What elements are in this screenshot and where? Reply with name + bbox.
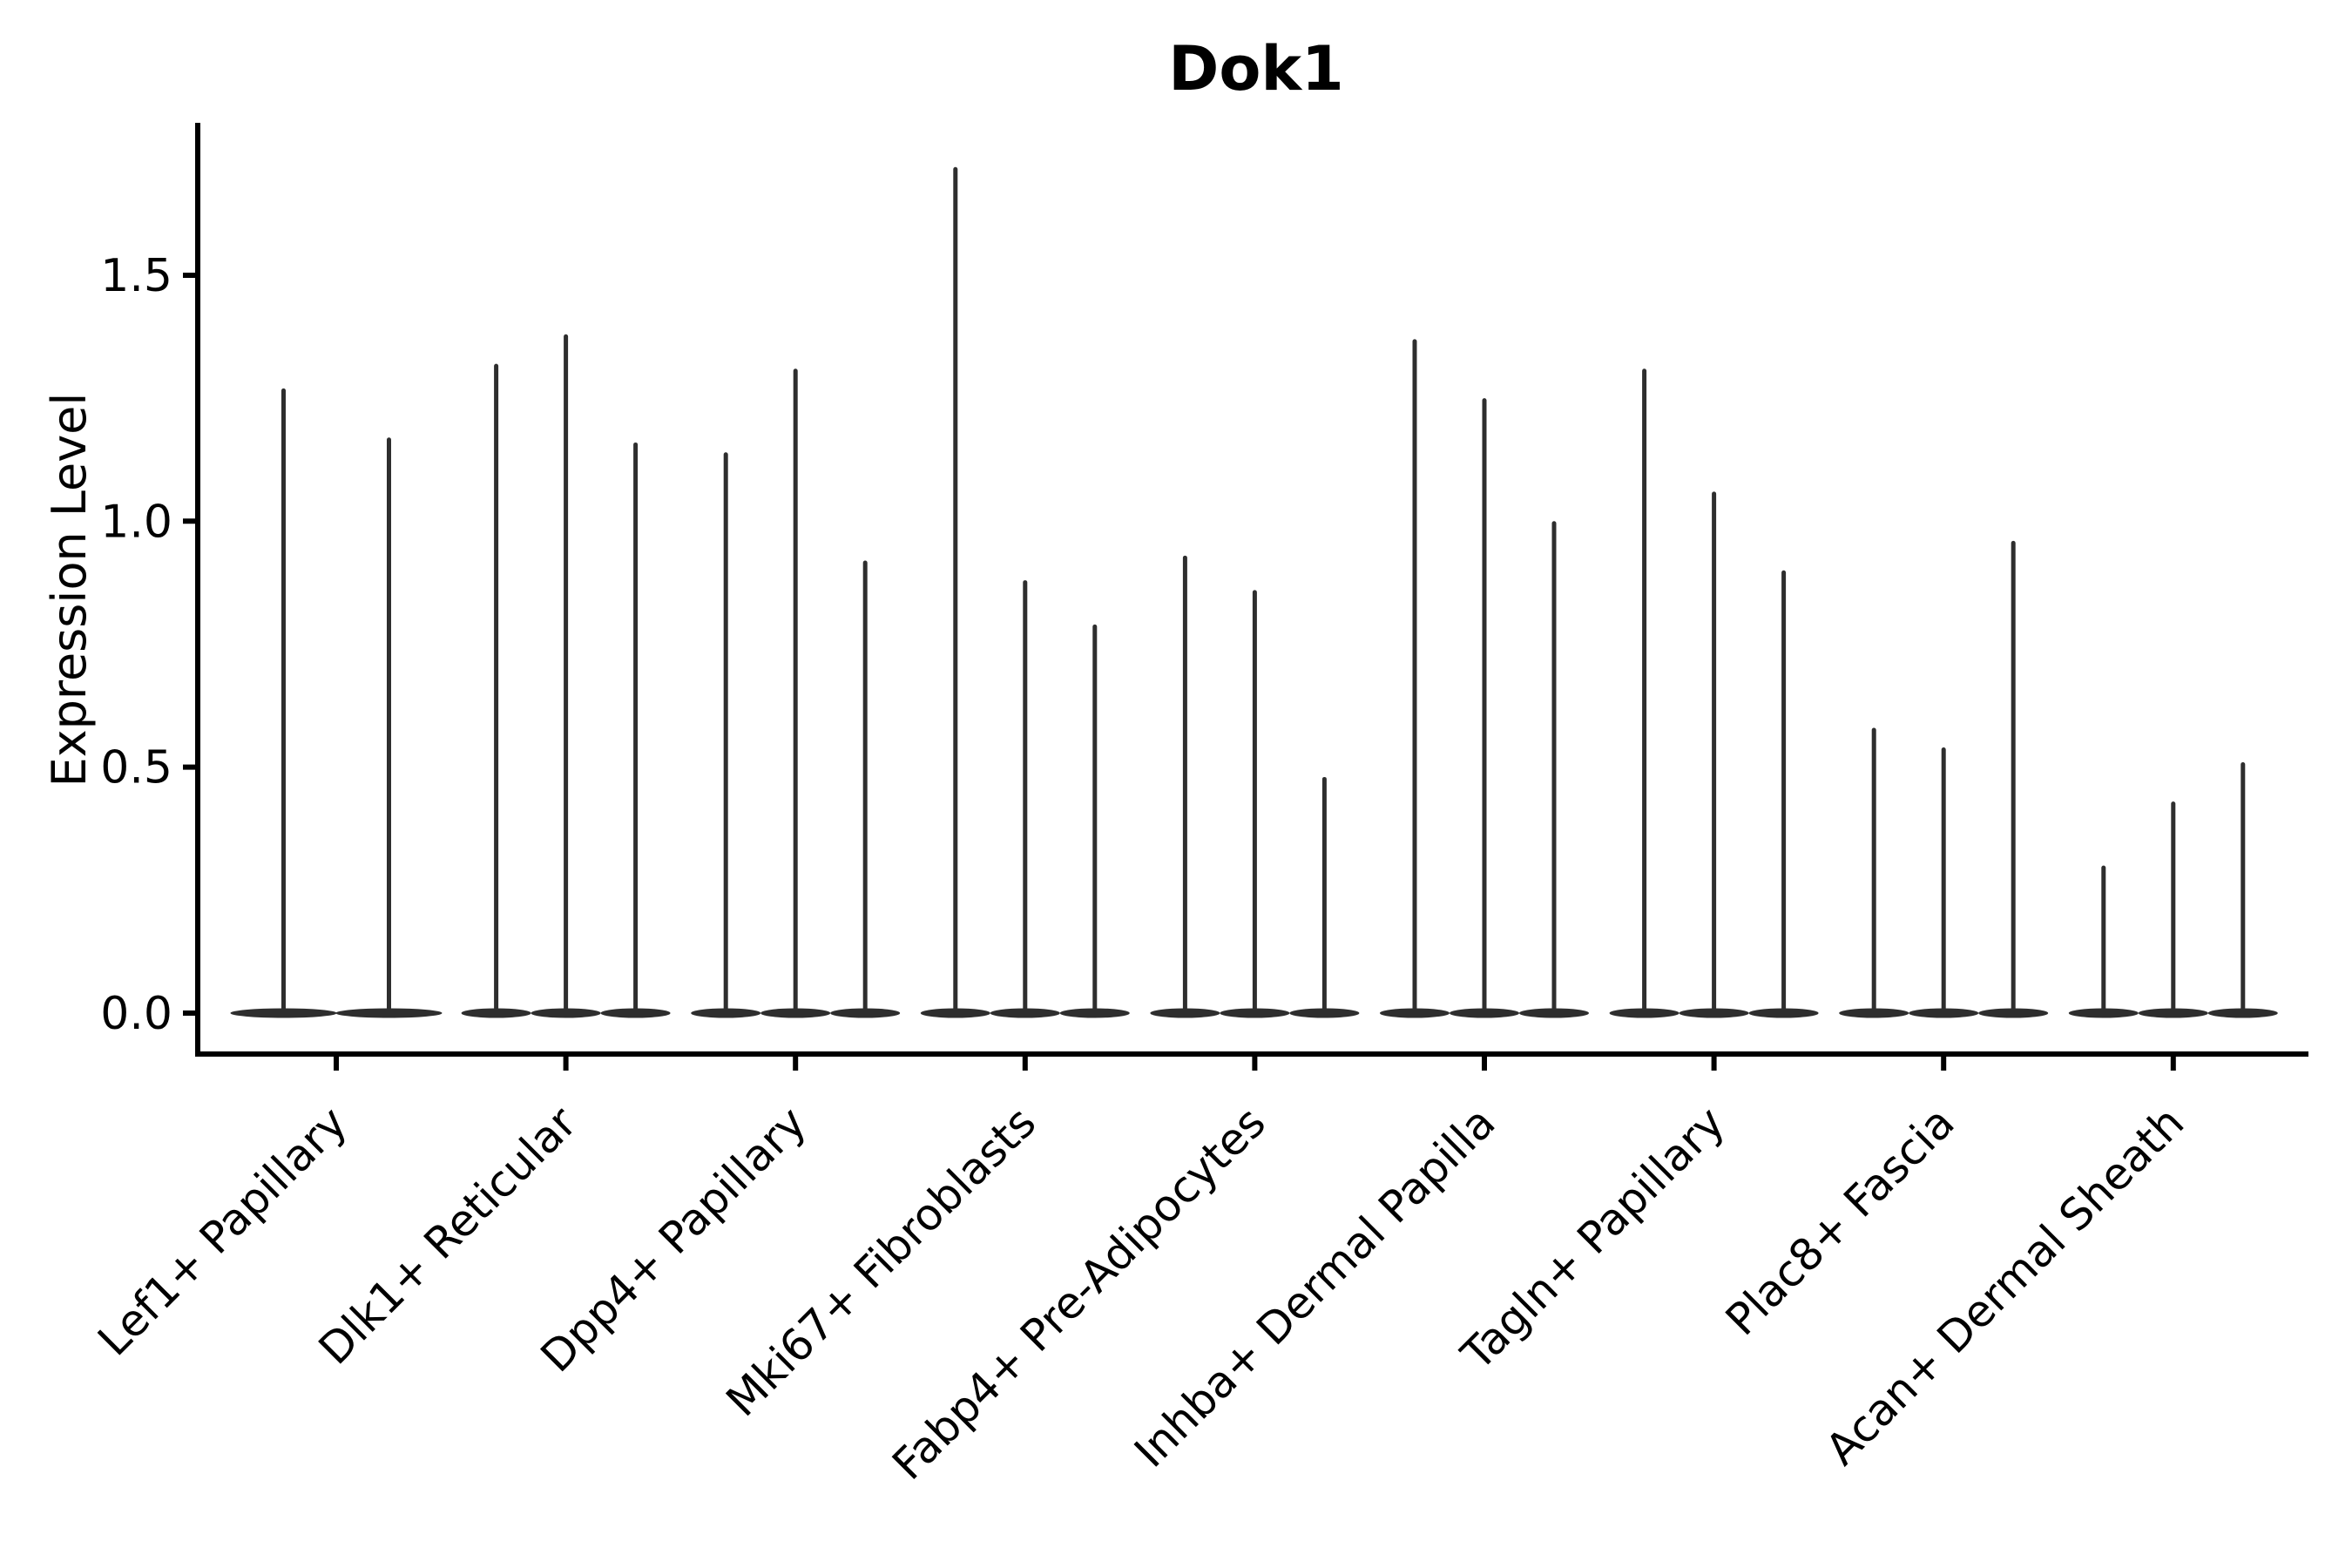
y-tick-label: 1.0 <box>100 496 172 548</box>
chart-title: Dok1 <box>1168 33 1343 105</box>
y-tick-label: 0.5 <box>100 742 172 794</box>
y-axis-label: Expression Level <box>42 393 97 787</box>
y-tick-label: 0.0 <box>100 988 172 1040</box>
y-tick-label: 1.5 <box>100 250 172 302</box>
x-tick-label: Lef1+ Papillary <box>88 1097 356 1365</box>
x-tick-label: Plac8+ Fascia <box>1716 1097 1964 1345</box>
x-tick-label: Fabp4+ Pre-Adipocytes <box>882 1097 1275 1490</box>
